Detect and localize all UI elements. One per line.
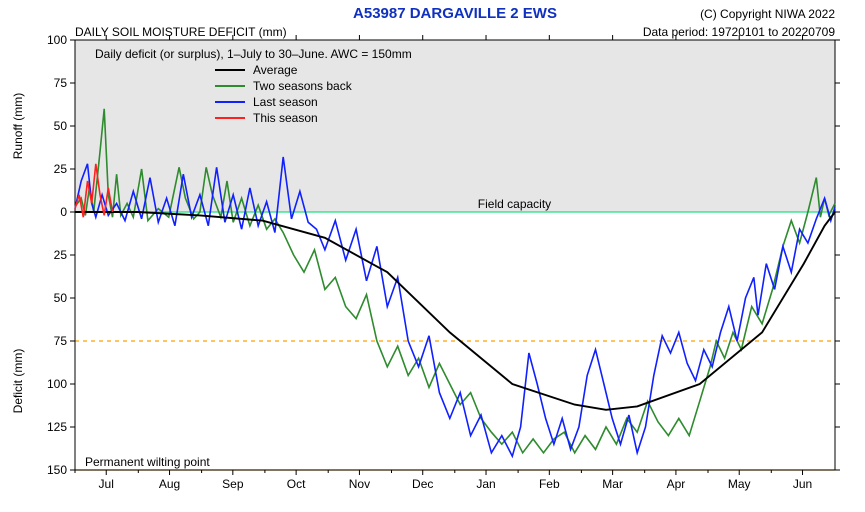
ytick-label: 100 bbox=[47, 377, 67, 391]
xtick-label: Apr bbox=[667, 477, 686, 491]
ytick-label: 75 bbox=[54, 334, 68, 348]
legend-label: This season bbox=[253, 111, 318, 125]
xtick-label: Oct bbox=[287, 477, 306, 491]
copyright: (C) Copyright NIWA 2022 bbox=[700, 7, 835, 21]
legend-label: Average bbox=[253, 63, 298, 77]
xtick-label: Nov bbox=[349, 477, 370, 491]
legend-label: Last season bbox=[253, 95, 318, 109]
plot-bg-upper bbox=[75, 40, 835, 212]
xtick-label: Dec bbox=[412, 477, 433, 491]
xtick-label: Aug bbox=[159, 477, 180, 491]
y-label-runoff: Runoff (mm) bbox=[11, 93, 25, 159]
chart-container: { "title": "A53987 DARGAVILLE 2 EWS", "c… bbox=[0, 0, 865, 512]
xtick-label: Sep bbox=[222, 477, 244, 491]
legend-caption: Daily deficit (or surplus), 1–July to 30… bbox=[95, 47, 412, 61]
y-label-deficit: Deficit (mm) bbox=[11, 349, 25, 414]
ytick-label: 100 bbox=[47, 33, 67, 47]
ref-label: Field capacity bbox=[478, 197, 551, 211]
xtick-label: Jul bbox=[99, 477, 114, 491]
xtick-label: Jun bbox=[793, 477, 812, 491]
xtick-label: May bbox=[728, 477, 751, 491]
ytick-label: 75 bbox=[54, 76, 68, 90]
ytick-label: 150 bbox=[47, 463, 67, 477]
xtick-label: Jan bbox=[476, 477, 495, 491]
xtick-label: Feb bbox=[539, 477, 560, 491]
ytick-label: 25 bbox=[54, 162, 68, 176]
data-period: Data period: 19720101 to 20220709 bbox=[643, 25, 835, 39]
chart-subtitle: DAILY SOIL MOISTURE DEFICIT (mm) bbox=[75, 25, 287, 39]
xtick-label: Mar bbox=[602, 477, 623, 491]
ref-label: Permanent wilting point bbox=[85, 455, 210, 469]
ytick-label: 125 bbox=[47, 420, 67, 434]
legend-label: Two seasons back bbox=[253, 79, 353, 93]
chart-svg: Field capacity Permanent wilting point 0 25… bbox=[0, 0, 865, 512]
ytick-label: 25 bbox=[54, 248, 68, 262]
chart-title: A53987 DARGAVILLE 2 EWS bbox=[353, 5, 557, 22]
ytick-label: 50 bbox=[54, 291, 68, 305]
ytick-label: 0 bbox=[60, 205, 67, 219]
ytick-label: 50 bbox=[54, 119, 68, 133]
